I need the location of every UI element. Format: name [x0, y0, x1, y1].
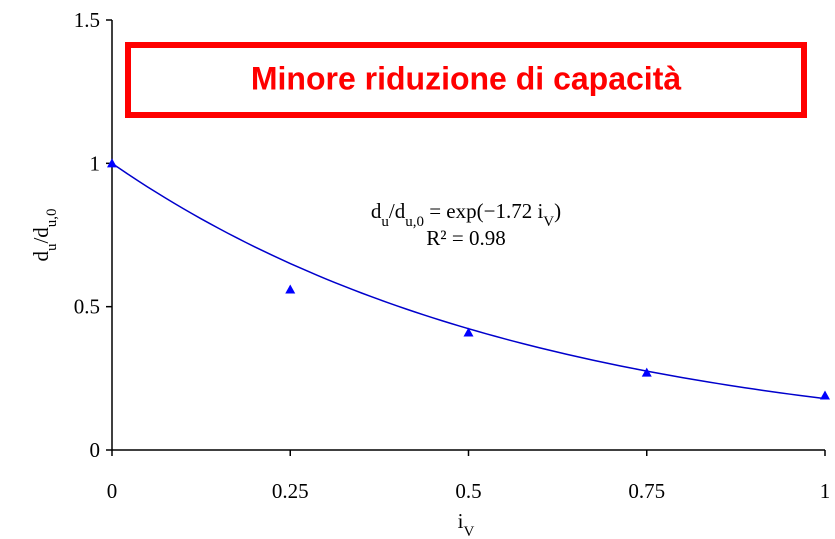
y-axis-label-part: u — [44, 243, 60, 251]
equation-part: ) — [554, 199, 561, 223]
equation-part: V — [543, 214, 554, 230]
marker — [641, 367, 652, 377]
x-tick-label: 0 — [107, 479, 118, 503]
equation-part: d — [371, 199, 382, 223]
marker — [463, 327, 474, 337]
y-axis-label: du/du,0 — [29, 208, 60, 261]
x-tick-label: 0.5 — [455, 479, 481, 503]
marker — [820, 390, 830, 400]
r2-label: R² = 0.98 — [426, 226, 505, 250]
equation-part: u — [381, 214, 389, 230]
y-axis-label-part: u,0 — [44, 208, 60, 227]
x-tick-label: 1 — [820, 479, 831, 503]
x-tick-label: 0.25 — [272, 479, 309, 503]
y-tick-label: 1.5 — [74, 8, 100, 32]
y-axis-label-part: d — [29, 251, 53, 262]
x-axis-label-part: V — [464, 524, 475, 539]
y-tick-label: 0 — [90, 438, 101, 462]
y-axis-label-part: /d — [29, 227, 53, 244]
equation-part: /d — [389, 199, 406, 223]
x-axis-label-part: i — [458, 509, 464, 533]
y-tick-label: 0.5 — [74, 295, 100, 319]
equation-part: = exp(−1.72 i — [424, 199, 544, 223]
x-axis-label: iV — [458, 509, 475, 539]
marker — [285, 284, 296, 294]
marker — [107, 158, 117, 168]
title-box — [125, 42, 807, 118]
equation: du/du,0 = exp(−1.72 iV) — [371, 199, 561, 230]
x-tick-label: 0.75 — [628, 479, 665, 503]
y-tick-label: 1 — [90, 151, 101, 175]
chart-title: Minore riduzione di capacità — [251, 60, 682, 96]
equation-part: u,0 — [405, 214, 424, 230]
